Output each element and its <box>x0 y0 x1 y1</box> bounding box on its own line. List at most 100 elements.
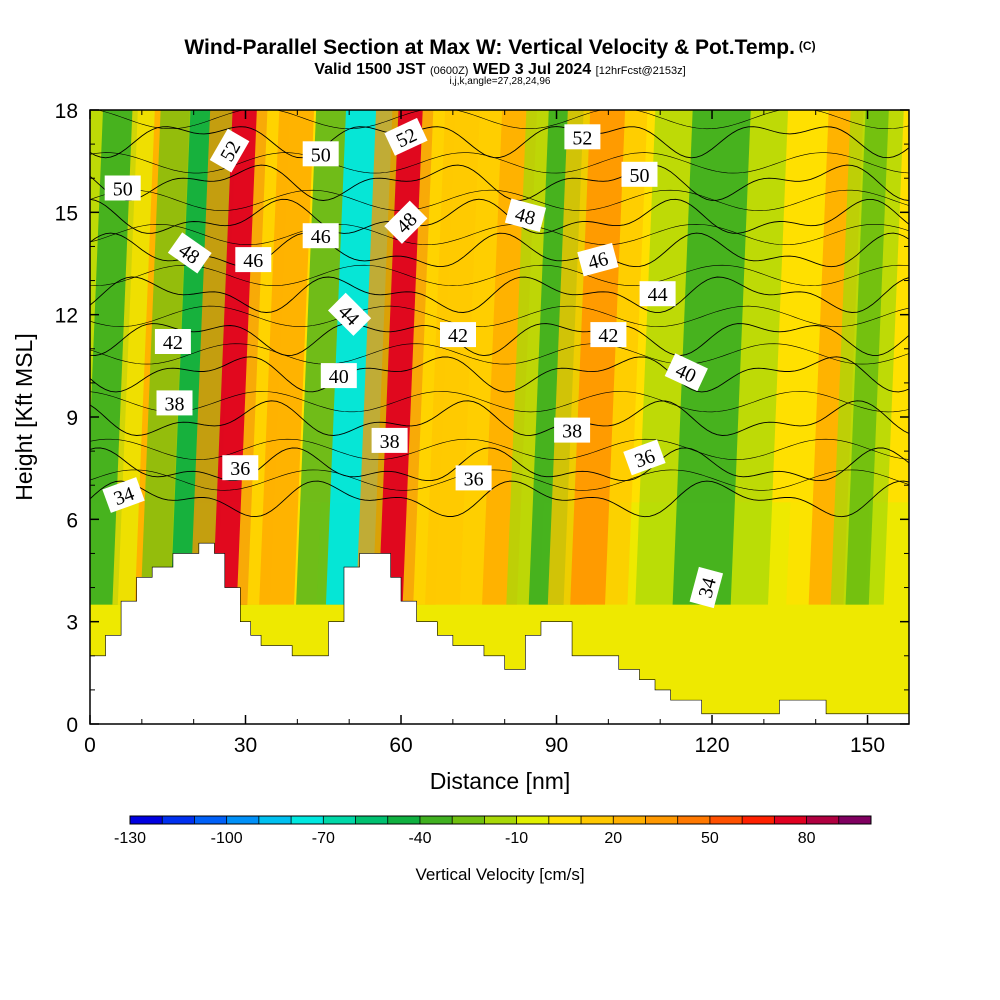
x-tick-label: 90 <box>545 734 568 757</box>
contour-label: 38 <box>156 390 193 416</box>
theta-contour-line <box>90 323 909 357</box>
contour-label: 34 <box>689 566 724 609</box>
velocity-streak-core <box>570 110 626 605</box>
colorbar-tick-label: -40 <box>408 830 431 847</box>
contour-label: 36 <box>455 465 492 491</box>
contour-label: 52 <box>564 124 601 150</box>
contour-label-box <box>440 322 476 348</box>
theta-contour-line <box>90 391 909 413</box>
contour-label-box <box>577 242 619 277</box>
subtitle-valid: Valid 1500 JST <box>314 61 426 78</box>
contour-label-box <box>209 128 250 173</box>
x-axis-label: Distance [nm] <box>430 768 571 794</box>
colorbar-tick-label: -10 <box>505 830 528 847</box>
contour-label-box <box>327 292 372 336</box>
chart-title-mark: (C) <box>798 39 816 53</box>
colorbar-swatch <box>645 816 678 824</box>
velocity-streak-core <box>845 110 889 605</box>
colorbar-swatch <box>709 816 743 824</box>
contour-label-box <box>590 322 627 348</box>
y-axis-label: Height [Kft MSL] <box>11 333 37 500</box>
contour-label-text: 38 <box>380 431 400 453</box>
theta-contour-line <box>90 198 909 234</box>
x-tick-label: 0 <box>84 734 96 757</box>
contour-label: 36 <box>222 455 259 481</box>
contour-label-box <box>104 175 141 201</box>
colorbar-swatch <box>291 816 324 824</box>
theta-contour-line <box>90 343 909 365</box>
theta-contour-line <box>95 110 909 130</box>
contour-label-box <box>455 465 492 491</box>
contour-label-text: 42 <box>163 332 183 354</box>
colorbar-tick-label: 50 <box>701 830 719 847</box>
contour-label-text: 36 <box>464 468 484 490</box>
contour-label-box <box>564 124 601 150</box>
theta-contour-line <box>90 356 909 393</box>
contour-label-box <box>371 427 408 453</box>
theta-contour-line <box>90 232 909 268</box>
terrain-mask <box>90 542 909 724</box>
velocity-streak-core <box>425 110 480 605</box>
theta-contour-line <box>90 469 909 491</box>
colorbar-swatch <box>419 816 453 824</box>
y-tick-label: 3 <box>66 612 78 635</box>
colorbar-tick-label: -100 <box>211 830 243 847</box>
contour-label-box <box>302 223 339 249</box>
colorbar-swatch <box>613 816 646 824</box>
theta-contour-line <box>90 480 909 518</box>
contour-label-text: 36 <box>230 458 250 480</box>
colorbar-tick-label: -130 <box>114 830 146 847</box>
y-tick-label: 12 <box>55 305 78 328</box>
contour-label-text: 44 <box>648 284 668 306</box>
contour-label-box <box>689 566 724 609</box>
contour-label: 46 <box>577 242 619 277</box>
velocity-streak-core <box>90 110 138 605</box>
contour-label-box <box>384 117 428 156</box>
theta-contour-line <box>90 305 909 327</box>
contour-label: 52 <box>384 117 428 156</box>
contour-label: 42 <box>154 329 191 354</box>
colorbar-swatch <box>677 816 711 824</box>
contour-label-text: 38 <box>165 393 185 415</box>
chart-indices: i,j,k,angle=27,28,24,96 <box>449 76 551 87</box>
contour-label-text: 50 <box>630 165 650 187</box>
theta-contour-line <box>90 126 909 159</box>
contour-label: 38 <box>371 427 408 453</box>
contour-label-box <box>222 455 259 481</box>
y-tick-label: 6 <box>66 509 78 532</box>
colorbar-swatch <box>742 816 775 824</box>
contour-label-text: 40 <box>329 366 349 388</box>
contour-label-box <box>154 329 191 354</box>
colorbar-frame <box>129 815 872 825</box>
colorbar-swatch <box>774 816 807 824</box>
contour-label: 46 <box>235 247 272 273</box>
contour-label: 50 <box>621 161 658 187</box>
colorbar-tick-label: -70 <box>312 830 335 847</box>
colorbar-swatch <box>323 816 356 824</box>
contour-label: 46 <box>302 223 339 249</box>
y-tick-label: 9 <box>66 407 78 430</box>
chart-title: Wind-Parallel Section at Max W: Vertical… <box>0 36 1000 60</box>
colorbar-tick-label: 20 <box>604 830 622 847</box>
colorbar-swatch <box>162 816 195 824</box>
contour-label-text: 42 <box>448 325 468 347</box>
contour-label-box <box>621 161 658 187</box>
x-tick-label: 60 <box>389 734 412 757</box>
contour-label: 36 <box>623 439 666 476</box>
contour-label-box <box>156 390 193 416</box>
colorbar-swatch <box>226 816 260 824</box>
contour-label-box <box>102 477 145 513</box>
contour-label: 50 <box>302 141 339 167</box>
colorbar-swatch <box>516 816 550 824</box>
x-tick-label: 120 <box>695 734 730 757</box>
contour-label: 38 <box>554 417 591 443</box>
colorbar: -130 -100 -70 -40 -10 20 50 80 <box>114 815 872 847</box>
theta-contours <box>90 110 909 518</box>
colorbar-swatch <box>355 816 389 824</box>
y-tick-label: 18 <box>55 100 78 123</box>
contour-label-text: 46 <box>243 250 263 272</box>
contour-label-box <box>554 417 591 443</box>
subtitle-forecast: [12hrFcst@2153z] <box>595 65 686 77</box>
colorbar-swatch <box>484 816 517 824</box>
